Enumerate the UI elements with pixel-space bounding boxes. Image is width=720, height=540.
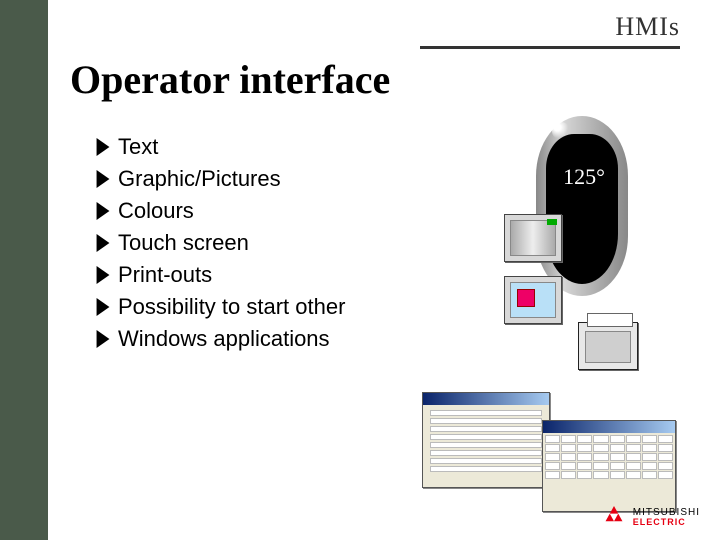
footer-brand-line2: ELECTRIC: [633, 518, 700, 527]
arrow-icon: [96, 170, 110, 188]
arrow-icon: [96, 330, 110, 348]
bullet-text: Touch screen: [118, 230, 249, 256]
bullet-text: Colours: [118, 198, 194, 224]
window-mock-explorer: [422, 392, 550, 488]
arrow-icon: [96, 138, 110, 156]
touch-panel-icon: [504, 276, 562, 324]
bullet-text: Text: [118, 134, 158, 160]
page-title: Operator interface: [70, 56, 390, 103]
list-item: Touch screen: [96, 230, 416, 256]
list-item: Windows applications: [96, 326, 416, 352]
bullet-list: Text Graphic/Pictures Colours Touch scre…: [96, 134, 416, 358]
arrow-icon: [96, 234, 110, 252]
arrow-icon: [96, 202, 110, 220]
arrow-icon: [96, 298, 110, 316]
mitsubishi-mark-icon: [601, 506, 627, 528]
list-item: Print-outs: [96, 262, 416, 288]
gauge-reading: 125°: [554, 164, 614, 190]
footer-logo: MITSUBISHI ELECTRIC: [601, 506, 700, 528]
icon-stack: [504, 214, 566, 338]
list-item: Possibility to start other: [96, 294, 416, 320]
bullet-text: Windows applications: [118, 326, 330, 352]
left-rail-steps: [24, 0, 72, 540]
breadcrumb-label: HMIs: [615, 12, 680, 42]
arrow-icon: [96, 266, 110, 284]
header-rule: [420, 46, 680, 49]
printer-icon: [578, 322, 638, 370]
list-item: Colours: [96, 198, 416, 224]
bullet-text: Graphic/Pictures: [118, 166, 281, 192]
bullet-text: Print-outs: [118, 262, 212, 288]
switch-icon: [504, 214, 562, 262]
bullet-text: Possibility to start other: [118, 294, 345, 320]
list-item: Graphic/Pictures: [96, 166, 416, 192]
window-mock-grid: [542, 420, 676, 512]
footer-brand-line1: MITSUBISHI: [633, 508, 700, 518]
list-item: Text: [96, 134, 416, 160]
